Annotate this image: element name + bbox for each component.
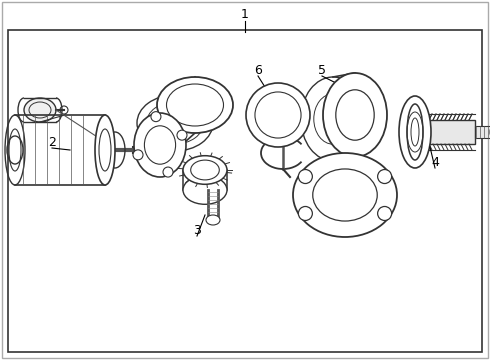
- Bar: [171, 106, 180, 114]
- Ellipse shape: [167, 84, 223, 126]
- Text: 2: 2: [48, 135, 56, 148]
- Circle shape: [378, 170, 392, 184]
- Text: 6: 6: [254, 63, 262, 77]
- Text: 5: 5: [318, 63, 326, 77]
- Ellipse shape: [407, 104, 423, 160]
- Bar: [176, 89, 187, 97]
- Ellipse shape: [183, 176, 227, 204]
- Circle shape: [378, 207, 392, 220]
- Ellipse shape: [191, 160, 220, 180]
- Text: 1: 1: [241, 9, 249, 22]
- Ellipse shape: [336, 90, 374, 140]
- Circle shape: [298, 170, 312, 184]
- Bar: [200, 88, 210, 96]
- Ellipse shape: [157, 77, 233, 133]
- Ellipse shape: [323, 73, 387, 157]
- Ellipse shape: [206, 215, 220, 225]
- Circle shape: [246, 83, 310, 147]
- Bar: [415, 120, 475, 144]
- Ellipse shape: [134, 113, 186, 177]
- Bar: [194, 116, 204, 124]
- Circle shape: [298, 207, 312, 220]
- Bar: [475, 126, 490, 138]
- Ellipse shape: [293, 153, 397, 237]
- Ellipse shape: [95, 115, 115, 185]
- Circle shape: [151, 112, 161, 122]
- Circle shape: [255, 92, 301, 138]
- Text: 4: 4: [431, 156, 439, 168]
- Ellipse shape: [24, 98, 56, 122]
- Ellipse shape: [411, 118, 419, 146]
- Circle shape: [133, 150, 143, 160]
- Ellipse shape: [183, 156, 227, 184]
- Circle shape: [163, 167, 173, 177]
- Text: 3: 3: [193, 224, 201, 237]
- Bar: [8, 30, 482, 352]
- Ellipse shape: [99, 129, 111, 171]
- Circle shape: [177, 130, 187, 140]
- Ellipse shape: [313, 169, 377, 221]
- Ellipse shape: [399, 96, 431, 168]
- Ellipse shape: [145, 126, 175, 164]
